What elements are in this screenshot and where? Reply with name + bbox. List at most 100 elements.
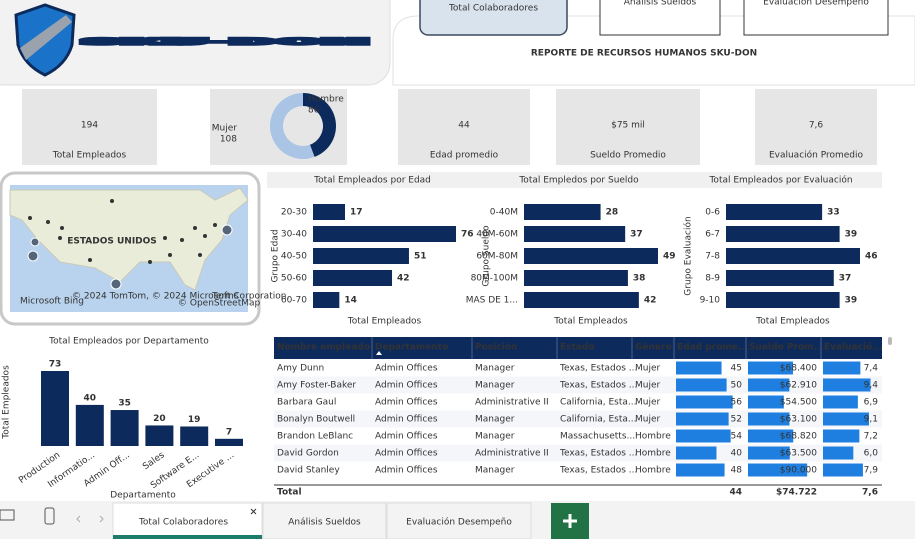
cell-text: David Gordon	[277, 449, 339, 459]
cell-value: $62.910	[780, 381, 817, 391]
cell-value: 7,4	[864, 364, 879, 374]
cell-text: Texas, Estados ...	[559, 449, 637, 459]
category-label: 60M-80M	[476, 252, 518, 262]
page-tab[interactable]	[386, 502, 532, 539]
column-header[interactable]: Sueldo Prom...	[749, 343, 824, 353]
kpi-label: Edad promedio	[430, 151, 499, 161]
page-tab-label[interactable]: Total Colaboradores	[138, 518, 228, 528]
bar	[145, 425, 174, 446]
close-tab[interactable]	[250, 508, 257, 515]
data-label: 17	[350, 208, 363, 218]
cell-value: 54	[731, 432, 743, 442]
table-row	[274, 376, 882, 394]
kpi-value: 7,6	[809, 121, 824, 131]
bar	[726, 292, 840, 308]
data-bar	[748, 361, 793, 375]
scrollbar	[888, 337, 892, 345]
cell-value: 6,9	[864, 398, 879, 408]
cell-value: 9,1	[864, 415, 878, 425]
map-bubble	[110, 199, 114, 203]
cell-value: 9,4	[864, 381, 879, 391]
category-label: 40M-60M	[476, 230, 518, 240]
cell-text: Admin Offices	[375, 449, 438, 459]
cell-text: Manager	[475, 364, 515, 374]
cell-text: Massachusetts...	[560, 432, 635, 442]
table-row	[274, 461, 882, 479]
total-value: 7,6	[862, 488, 878, 498]
report-title: REPORTE DE RECURSOS HUMANOS SKU-DON	[531, 49, 757, 59]
page-tab[interactable]	[262, 502, 387, 539]
bar	[313, 226, 456, 242]
bar	[313, 204, 345, 220]
column-header[interactable]: Edad prome...	[677, 343, 748, 353]
data-bar	[748, 378, 790, 392]
column-header[interactable]: Evaluació...	[824, 342, 883, 353]
chart-title-band	[478, 172, 680, 188]
data-bar	[748, 446, 790, 460]
category-label: 30-40	[281, 230, 307, 240]
cell-text: Texas, Estados ...	[559, 381, 637, 391]
bar	[313, 248, 409, 264]
map-bubble	[46, 220, 50, 224]
column-header[interactable]: Nombre empleado	[277, 343, 370, 353]
cell-text: Admin Offices	[375, 381, 438, 391]
kpi-label: Evaluación Promedio	[769, 150, 864, 161]
column-header[interactable]: Género	[635, 342, 672, 353]
data-bar	[823, 446, 854, 460]
nav-button-label: Evaluación Desempeño	[763, 0, 869, 8]
bar	[726, 270, 834, 286]
logo-stripe	[20, 15, 72, 60]
category-label: 40-50	[281, 252, 307, 262]
cell-text: Manager	[475, 381, 515, 391]
page-tab[interactable]	[112, 502, 263, 539]
data-bar	[748, 429, 794, 443]
bar	[215, 438, 243, 446]
total-value: $74.722	[776, 488, 817, 498]
category-label: 6-7	[705, 230, 720, 240]
bar	[41, 371, 69, 446]
data-bar	[676, 446, 717, 460]
nav-button-label: Total Colaboradores	[448, 4, 538, 14]
cell-text: Texas, Estados ...	[559, 364, 637, 374]
nav-button[interactable]	[743, 0, 889, 36]
map-bubble	[58, 236, 62, 240]
bar	[180, 426, 209, 446]
data-label: 42	[644, 296, 657, 306]
cell-text: Brandon LeBlanc	[277, 432, 353, 442]
donut-slice	[269, 93, 315, 159]
cell-value: $68.820	[780, 432, 817, 442]
cell-value: 48	[731, 466, 743, 476]
kpi-card	[22, 89, 157, 165]
kpi-card	[398, 89, 530, 165]
phone-icon[interactable]	[44, 507, 55, 525]
column-header[interactable]: Departamento	[375, 343, 448, 353]
axis-title-y: Total Empleados	[2, 365, 12, 440]
page-tab-label[interactable]: Análisis Sueldos	[288, 518, 361, 528]
active-tab-underline	[113, 535, 262, 539]
nav-button[interactable]	[419, 0, 568, 36]
nav-button[interactable]	[599, 0, 721, 36]
data-bar	[676, 395, 733, 409]
kpi-value: $75 mil	[611, 121, 645, 131]
cell-text: Mujer	[635, 364, 661, 374]
cell-text: Administrative II	[475, 398, 549, 408]
cell-value: $63.100	[780, 415, 817, 425]
bar	[726, 248, 860, 264]
column-header[interactable]: Estado	[560, 343, 595, 353]
cell-text: California, Esta...	[560, 415, 636, 425]
map-osm: © OpenStreetMap	[178, 299, 261, 309]
page-tab-label[interactable]: Evaluación Desempeño	[406, 517, 512, 528]
data-label: 7	[226, 427, 232, 437]
column-header[interactable]: Posición	[475, 342, 517, 353]
map-bubble	[27, 250, 39, 262]
chart-title: Total Empledos por Sueldo	[518, 176, 639, 186]
kpi-card	[755, 89, 877, 165]
data-label: 38	[633, 274, 646, 284]
bar	[524, 292, 639, 308]
axis-title-x: Total Empleados	[755, 317, 830, 327]
cell-value: 52	[731, 415, 742, 425]
cell-text: California, Esta...	[560, 398, 636, 408]
map-bubble	[198, 253, 202, 257]
map-bubble	[30, 237, 40, 247]
nav-button-label: Análisis Sueldos	[624, 0, 697, 8]
